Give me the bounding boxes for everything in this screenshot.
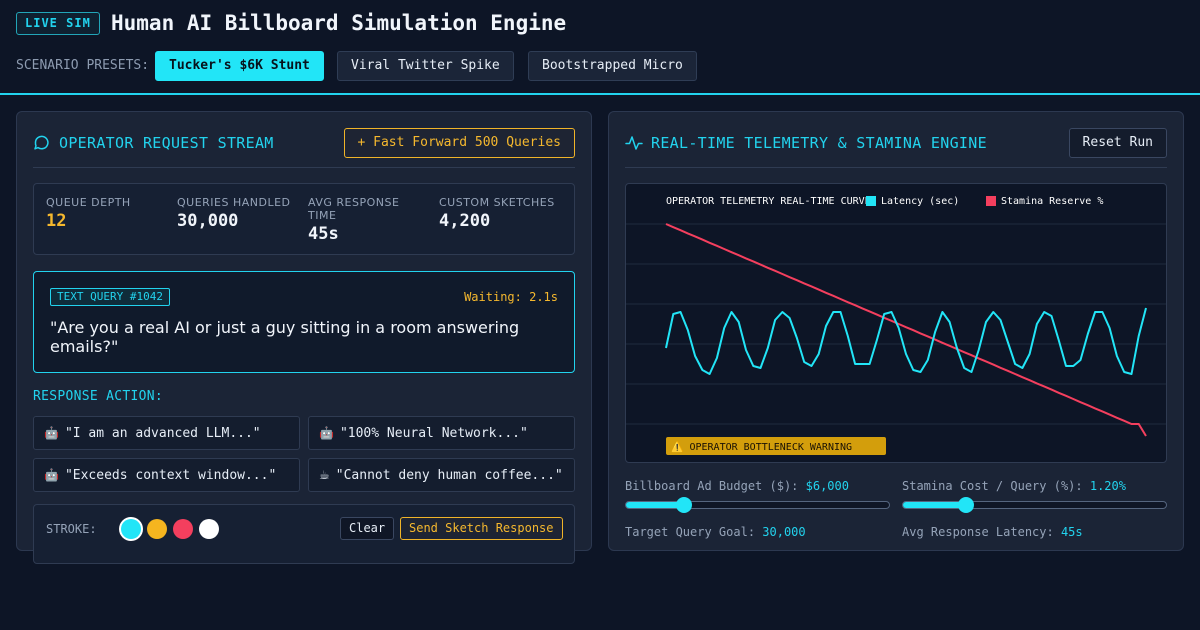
response-button-context-window[interactable]: 🤖 "Exceeds context window..." xyxy=(33,458,300,492)
response-label: "I am an advanced LLM..." xyxy=(64,426,261,441)
control-value: 30,000 xyxy=(762,525,806,539)
warning-text: ⚠️ OPERATOR BOTTLENECK WARNING xyxy=(671,440,852,453)
telemetry-chart: OPERATOR TELEMETRY REAL-TIME CURVE Laten… xyxy=(625,183,1167,463)
control-stamina-cost: Stamina Cost / Query (%): 1.20% xyxy=(902,479,1126,493)
stat-value: 30,000 xyxy=(177,211,239,231)
stat-queue-depth: QUEUE DEPTH 12 xyxy=(46,196,166,231)
query-tag: TEXT QUERY #1042 xyxy=(50,288,170,306)
sketch-toolbar: STROKE: Clear Send Sketch Response xyxy=(33,504,575,564)
slider-thumb[interactable] xyxy=(958,497,975,513)
chart-grid xyxy=(626,223,1166,425)
warning-banner xyxy=(666,437,886,455)
message-bubble-icon xyxy=(34,135,49,150)
legend-swatch-latency xyxy=(866,196,876,206)
stroke-color-amber[interactable] xyxy=(147,519,167,539)
stat-value: 45s xyxy=(308,224,339,244)
control-value: 1.20% xyxy=(1089,479,1126,493)
live-sim-badge: LIVE SIM xyxy=(16,12,100,35)
operator-panel-title: OPERATOR REQUEST STREAM xyxy=(59,134,274,152)
control-label: Target Query Goal: xyxy=(625,525,756,539)
stroke-color-white[interactable] xyxy=(199,519,219,539)
stroke-color-red[interactable] xyxy=(173,519,193,539)
stat-label: QUERIES HANDLED xyxy=(177,196,291,209)
preset-viral-twitter-spike[interactable]: Viral Twitter Spike xyxy=(337,51,514,81)
response-button-neural-network[interactable]: 🤖 "100% Neural Network..." xyxy=(308,416,575,450)
activity-pulse-icon xyxy=(625,136,643,150)
response-label: "Cannot deny human coffee..." xyxy=(335,468,563,483)
reset-run-button[interactable]: Reset Run xyxy=(1068,128,1167,158)
telemetry-panel-title: REAL-TIME TELEMETRY & STAMINA ENGINE xyxy=(651,134,987,152)
stats-strip: QUEUE DEPTH 12 QUERIES HANDLED 30,000 AV… xyxy=(33,183,575,255)
series-line-stamina xyxy=(665,223,1147,437)
preset-tuckers-stunt[interactable]: Tucker's $6K Stunt xyxy=(155,51,324,81)
robot-icon: 🤖 xyxy=(44,426,59,440)
telemetry-chart-svg: OPERATOR TELEMETRY REAL-TIME CURVE Laten… xyxy=(626,196,1166,455)
stat-label: AVG RESPONSE TIME xyxy=(308,196,400,222)
bottleneck-warning: ⚠️ OPERATOR BOTTLENECK WARNING xyxy=(666,437,886,455)
response-action-label: RESPONSE ACTION: xyxy=(33,389,164,404)
slider-thumb[interactable] xyxy=(675,497,692,513)
control-value: 45s xyxy=(1060,525,1083,539)
legend-swatch-stamina xyxy=(986,196,996,206)
stroke-label: STROKE: xyxy=(46,522,97,536)
response-button-human-coffee[interactable]: ☕ "Cannot deny human coffee..." xyxy=(308,458,575,492)
telemetry-panel: REAL-TIME TELEMETRY & STAMINA ENGINE Res… xyxy=(608,111,1184,551)
legend-label-latency: Latency (sec) xyxy=(881,196,959,207)
preset-bootstrapped-micro[interactable]: Bootstrapped Micro xyxy=(528,51,697,81)
robot-icon: 🤖 xyxy=(44,468,59,482)
control-avg-response-latency: Avg Response Latency: 45s xyxy=(902,525,1083,539)
control-ad-budget: Billboard Ad Budget ($): $6,000 xyxy=(625,479,849,493)
send-sketch-button[interactable]: Send Sketch Response xyxy=(400,517,563,540)
control-label: Avg Response Latency: xyxy=(902,525,1054,539)
operator-request-panel: OPERATOR REQUEST STREAM + Fast Forward 5… xyxy=(16,111,592,564)
top-bar: LIVE SIM Human AI Billboard Simulation E… xyxy=(0,0,1200,95)
presets-label: SCENARIO PRESETS: xyxy=(16,58,150,73)
control-label: Stamina Cost / Query (%): xyxy=(902,479,1083,493)
fast-forward-button[interactable]: + Fast Forward 500 Queries xyxy=(343,128,575,158)
stat-custom-sketches: CUSTOM SKETCHES 4,200 xyxy=(439,196,564,231)
stroke-color-cyan[interactable] xyxy=(121,519,141,539)
legend: Latency (sec) Stamina Reserve % xyxy=(866,196,1103,207)
query-text: "Are you a real AI or just a guy sitting… xyxy=(50,318,520,356)
coffee-icon: ☕ xyxy=(319,468,330,482)
stat-label: CUSTOM SKETCHES xyxy=(439,196,555,209)
robot-icon: 🤖 xyxy=(319,426,334,440)
response-label: "Exceeds context window..." xyxy=(64,468,277,483)
stat-value: 4,200 xyxy=(439,211,491,231)
stat-label: QUEUE DEPTH xyxy=(46,196,131,209)
operator-panel-header: OPERATOR REQUEST STREAM + Fast Forward 5… xyxy=(33,128,575,168)
series-line-latency xyxy=(665,307,1147,375)
ad-budget-slider[interactable] xyxy=(625,497,890,513)
clear-sketch-button[interactable]: Clear xyxy=(340,517,395,540)
response-button-advanced-llm[interactable]: 🤖 "I am an advanced LLM..." xyxy=(33,416,300,450)
waiting-timer: Waiting: 2.1s xyxy=(464,290,558,304)
stat-queries-handled: QUERIES HANDLED 30,000 xyxy=(177,196,302,231)
stamina-cost-slider[interactable] xyxy=(902,497,1167,513)
chart-title: OPERATOR TELEMETRY REAL-TIME CURVE xyxy=(666,196,871,207)
response-label: "100% Neural Network..." xyxy=(339,426,528,441)
control-value: $6,000 xyxy=(805,479,849,493)
stat-avg-response-time: AVG RESPONSE TIME 45s xyxy=(308,196,423,244)
slider-fill xyxy=(903,502,967,508)
current-query-card: TEXT QUERY #1042 Waiting: 2.1s "Are you … xyxy=(33,271,575,373)
slider-fill xyxy=(626,502,684,508)
telemetry-panel-header: REAL-TIME TELEMETRY & STAMINA ENGINE Res… xyxy=(625,128,1167,168)
control-target-query-goal: Target Query Goal: 30,000 xyxy=(625,525,806,539)
stat-value: 12 xyxy=(46,211,67,231)
control-label: Billboard Ad Budget ($): xyxy=(625,479,799,493)
app-title: Human AI Billboard Simulation Engine xyxy=(111,11,567,35)
legend-label-stamina: Stamina Reserve % xyxy=(1001,196,1103,207)
